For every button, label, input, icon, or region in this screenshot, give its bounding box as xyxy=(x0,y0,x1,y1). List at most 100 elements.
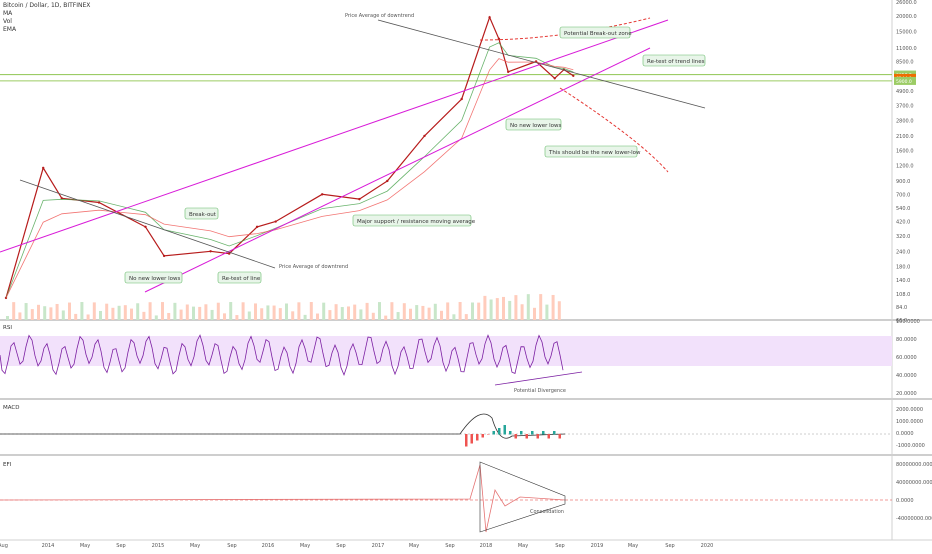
volume-bar xyxy=(99,310,102,320)
volume-bar xyxy=(154,315,158,320)
volume-bar xyxy=(322,302,326,320)
price-point xyxy=(144,225,147,229)
macd-histogram-bar xyxy=(547,434,550,439)
volume-bar xyxy=(514,295,518,320)
forecast-path-down xyxy=(559,87,669,173)
annotation-breakout: Break-out xyxy=(184,207,219,220)
volume-bar xyxy=(173,302,177,320)
volume-bar xyxy=(433,303,437,320)
ma-indicator-label[interactable]: MA xyxy=(3,10,13,17)
price-axis-tick: 15000.0 xyxy=(896,29,917,35)
time-axis-tick: 2018 xyxy=(480,543,493,549)
ema-indicator-label[interactable]: EMA xyxy=(3,26,17,33)
price-axis-tick: 320.0 xyxy=(896,234,910,240)
efi-axis-tick: -40000000.0000 xyxy=(896,516,932,522)
time-axis-tick: 2014 xyxy=(42,543,55,549)
symbol-title[interactable]: Bitcoin / Dollar, 1D, BITFINEX xyxy=(3,2,91,9)
time-axis-tick: May xyxy=(518,543,528,549)
annotation-potential-divergence: Potential Divergence xyxy=(514,388,566,394)
macd-histogram-bar xyxy=(531,431,534,435)
annotation-retest-trend-box xyxy=(642,54,706,67)
volume-bar xyxy=(74,313,78,320)
price-axis-tick: 420.0 xyxy=(896,220,910,226)
rsi-divergence-line xyxy=(494,371,583,386)
macd-histogram-bar xyxy=(492,431,495,435)
time-axis-tick: 2019 xyxy=(591,543,604,549)
macd-histogram-bar xyxy=(542,431,545,435)
price-point xyxy=(60,197,63,200)
price-axis-tick: 540.0 xyxy=(896,206,910,212)
volume-bar xyxy=(359,309,363,320)
macd-histogram-bar xyxy=(553,431,556,435)
price-point xyxy=(255,225,259,229)
volume-bar xyxy=(61,310,65,320)
volume-bar xyxy=(130,308,133,320)
price-axis-tick: 3700.0 xyxy=(896,104,914,110)
efi-line xyxy=(0,464,566,533)
annotation-no-lower-lows-left: No new lower lows xyxy=(124,271,183,284)
annotation-breakout-zone-box xyxy=(559,26,631,39)
annotation-retest-line-box xyxy=(217,271,262,284)
volume-bar xyxy=(452,314,456,320)
volume-bar xyxy=(520,304,524,320)
rsi-axis-tick: 60.0000 xyxy=(896,355,917,361)
macd-histogram-bar xyxy=(520,431,523,435)
volume-bar xyxy=(192,306,195,320)
price-point xyxy=(97,201,101,204)
macd-histogram-bar xyxy=(481,434,484,438)
price-axis-tick: 900.0 xyxy=(896,179,910,185)
macd-histogram-bar xyxy=(498,428,501,435)
macd-histogram-bar xyxy=(509,431,512,435)
time-axis-tick: Sep xyxy=(116,543,125,549)
volume-bar xyxy=(235,315,239,320)
macd-histogram-bar xyxy=(470,434,473,444)
rsi-axis-tick: 20.0000 xyxy=(896,391,917,397)
volume-bar xyxy=(402,303,406,320)
annotation-breakout-box xyxy=(184,207,219,220)
volume-bar xyxy=(303,314,307,320)
volume-bar xyxy=(167,312,171,320)
macd-axis-tick: 0.0000 xyxy=(896,431,914,437)
volume-bar xyxy=(409,308,412,320)
volume-bar xyxy=(278,308,282,320)
annotation-no-lower-lows-left-text: No new lower lows xyxy=(129,276,181,282)
price-axis-tick: 2800.0 xyxy=(896,119,914,125)
price-point xyxy=(507,70,510,74)
vol-indicator-label[interactable]: Vol xyxy=(3,18,12,25)
volume-bar xyxy=(37,304,40,320)
volume-bar xyxy=(185,304,189,320)
volume-bar xyxy=(365,302,369,320)
volume-bar xyxy=(272,305,276,320)
volume-bar xyxy=(533,307,536,320)
volume-bar xyxy=(49,307,53,320)
volume-bar xyxy=(378,302,381,320)
volume-bar xyxy=(316,313,319,320)
volume-bar xyxy=(396,312,400,320)
price-axis-tick: 1200.0 xyxy=(896,164,914,170)
price-point xyxy=(572,74,575,77)
volume-bar xyxy=(86,314,90,320)
price-point xyxy=(386,179,389,183)
price-average-downtrend-right xyxy=(377,19,706,109)
volume-bar xyxy=(247,311,251,320)
price-point xyxy=(228,252,231,255)
annotation-new-lower-low-box xyxy=(544,145,638,158)
price-axis-tick: 84.0 xyxy=(896,305,907,311)
volume-bar xyxy=(30,309,34,320)
volume-bar xyxy=(210,309,214,320)
price-point xyxy=(274,220,277,223)
annotation-retest-line-text: Re-test of line xyxy=(222,276,261,282)
macd-histogram-bar xyxy=(476,434,479,441)
volume-bar xyxy=(483,295,487,320)
annotation-no-lower-lows-right-text: No new lower lows xyxy=(510,123,562,129)
volume-bar xyxy=(204,304,208,320)
volume-bar xyxy=(92,302,96,320)
price-average-downtrend-left xyxy=(19,179,276,269)
macd-histogram-bar xyxy=(465,434,468,447)
volume-bar xyxy=(80,302,84,320)
volume-bar xyxy=(471,302,474,320)
volume-bar xyxy=(539,294,543,320)
macd-histogram-bar xyxy=(487,434,490,435)
volume-bar xyxy=(495,298,499,320)
